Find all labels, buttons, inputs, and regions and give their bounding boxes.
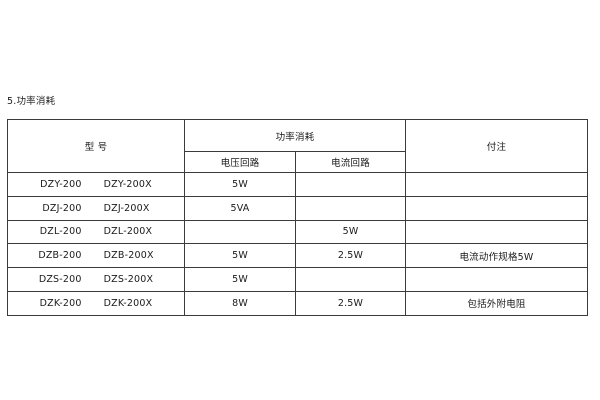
cell-model: DZK-200 DZK-200X bbox=[7, 290, 185, 316]
model-name-variant: DZK-200X bbox=[103, 297, 153, 309]
model-name-variant: DZJ-200X bbox=[103, 202, 150, 214]
cell-voltage-circuit: 5W bbox=[184, 267, 296, 292]
value-remark: 包括外附电阻 bbox=[467, 299, 526, 311]
table-row: DZB-200 DZB-200X 5W 2.5W 电流动作规格5W bbox=[7, 243, 588, 269]
cell-model: DZL-200 DZL-200X bbox=[7, 219, 185, 245]
cell-current-circuit bbox=[295, 195, 406, 221]
cell-remark bbox=[405, 267, 588, 292]
cell-current-circuit: 2.5W bbox=[295, 290, 406, 316]
table-header-row-top: 型 号 功率消耗 付注 bbox=[7, 119, 588, 173]
table-row: DZJ-200 DZJ-200X 5VA bbox=[7, 195, 588, 221]
value-voltage-circuit: 5VA bbox=[230, 202, 250, 214]
cell-voltage-circuit: 5VA bbox=[184, 195, 296, 221]
table-header-row-sub: 电压回路 电流回路 bbox=[8, 151, 588, 173]
cell-current-circuit bbox=[295, 267, 406, 292]
column-header-current-circuit: 电流回路 bbox=[295, 151, 406, 173]
model-name-primary: DZB-200 bbox=[38, 250, 82, 262]
table-body: 型 号 功率消耗 付注 电压回路 电流回路 DZY-200 DZY-200X 5… bbox=[7, 119, 588, 316]
column-header-remark: 付注 bbox=[405, 119, 588, 173]
power-consumption-table: 型 号 功率消耗 付注 电压回路 电流回路 DZY-200 DZY-200X 5… bbox=[7, 119, 588, 316]
cell-model: DZB-200 DZB-200X bbox=[7, 243, 185, 269]
value-current-circuit: 5W bbox=[342, 226, 359, 238]
column-header-voltage-circuit: 电压回路 bbox=[184, 151, 296, 173]
cell-voltage-circuit: 8W bbox=[184, 290, 296, 316]
cell-remark bbox=[405, 219, 588, 245]
cell-current-circuit: 2.5W bbox=[295, 243, 406, 269]
cell-model: DZJ-200 DZJ-200X bbox=[7, 195, 185, 221]
value-current-circuit: 2.5W bbox=[337, 297, 364, 309]
value-remark: 电流动作规格5W bbox=[459, 251, 534, 263]
cell-voltage-circuit bbox=[184, 219, 296, 245]
cell-remark bbox=[405, 195, 588, 221]
cell-current-circuit bbox=[295, 172, 406, 197]
cell-remark bbox=[405, 172, 588, 197]
cell-voltage-circuit: 5W bbox=[184, 172, 296, 197]
column-header-model: 型 号 bbox=[7, 119, 185, 173]
value-voltage-circuit: 5W bbox=[232, 250, 248, 262]
model-name-variant: DZS-200X bbox=[103, 274, 154, 286]
value-voltage-circuit: 5W bbox=[232, 274, 248, 286]
model-name-variant: DZL-200X bbox=[103, 226, 153, 238]
model-name-variant: DZB-200X bbox=[103, 250, 154, 262]
table-row: DZY-200 DZY-200X 5W bbox=[7, 172, 588, 197]
model-name-variant: DZY-200X bbox=[103, 178, 152, 190]
value-voltage-circuit: 5W bbox=[232, 178, 248, 190]
cell-remark: 包括外附电阻 bbox=[405, 290, 588, 316]
model-name-primary: DZJ-200 bbox=[42, 202, 82, 214]
table-row: DZS-200 DZS-200X 5W bbox=[7, 267, 588, 292]
cell-remark: 电流动作规格5W bbox=[405, 243, 588, 269]
table-row: DZK-200 DZK-200X 8W 2.5W 包括外附电阻 bbox=[7, 290, 588, 316]
value-voltage-circuit: 8W bbox=[232, 297, 248, 309]
cell-model: DZS-200 DZS-200X bbox=[7, 267, 185, 292]
model-name-primary: DZY-200 bbox=[40, 178, 82, 190]
cell-model: DZY-200 DZY-200X bbox=[7, 172, 185, 197]
cell-voltage-circuit: 5W bbox=[184, 243, 296, 269]
model-name-primary: DZK-200 bbox=[39, 297, 82, 309]
table-row: DZL-200 DZL-200X 5W bbox=[7, 219, 588, 245]
cell-current-circuit: 5W bbox=[295, 219, 406, 245]
value-current-circuit: 2.5W bbox=[337, 250, 364, 262]
model-name-primary: DZL-200 bbox=[39, 226, 82, 238]
page-title: 5.功率消耗 bbox=[7, 96, 56, 107]
column-header-power-consumption: 功率消耗 bbox=[184, 119, 406, 152]
model-name-primary: DZS-200 bbox=[38, 274, 82, 286]
